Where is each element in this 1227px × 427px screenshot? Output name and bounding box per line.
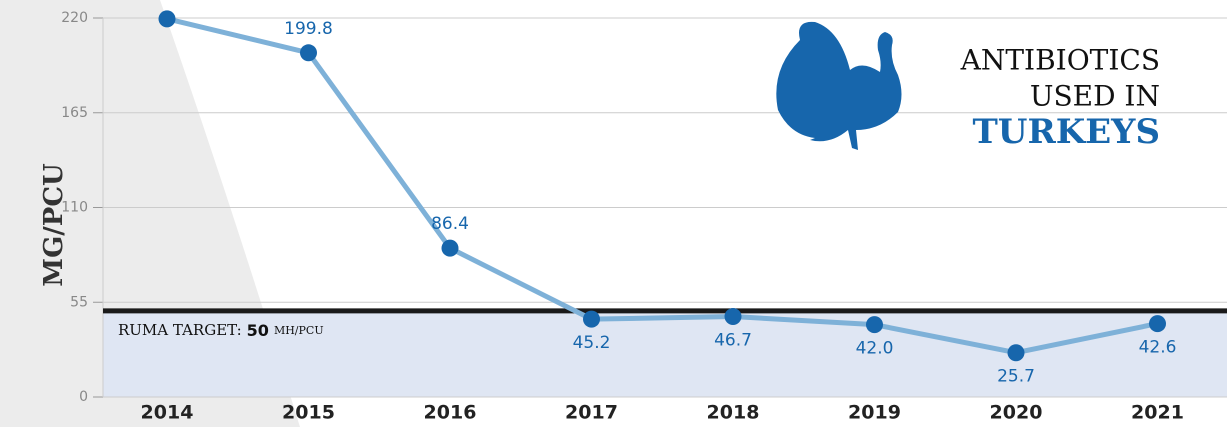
data-label: 199.8 bbox=[284, 19, 333, 39]
data-label: 25.7 bbox=[997, 367, 1035, 387]
data-point bbox=[1008, 344, 1025, 361]
target-label-part: 50 bbox=[247, 320, 269, 339]
target-label: RUMA TARGET: 50 MH/PCU bbox=[118, 320, 324, 339]
data-point bbox=[1149, 315, 1166, 332]
data-point bbox=[300, 44, 317, 61]
target-zone bbox=[103, 311, 1227, 397]
data-point bbox=[159, 10, 176, 27]
data-point bbox=[442, 240, 459, 257]
title-emphasis: TURKEYS bbox=[973, 112, 1161, 152]
x-tick-label: 2016 bbox=[424, 402, 477, 424]
title-line: ANTIBIOTICS bbox=[960, 44, 1160, 77]
target-label-part: MH/PCU bbox=[274, 324, 324, 337]
y-tick-label: 0 bbox=[79, 389, 88, 405]
title-line: USED IN bbox=[1030, 80, 1160, 113]
data-label: 219.5 bbox=[143, 0, 192, 5]
y-axis-label: MG/PCU bbox=[39, 163, 69, 287]
turkey-icon bbox=[776, 22, 901, 150]
data-point bbox=[866, 316, 883, 333]
x-tick-label: 2017 bbox=[565, 402, 618, 424]
y-tick-label: 55 bbox=[70, 294, 88, 310]
x-tick-label: 2019 bbox=[848, 402, 901, 424]
y-tick-label: 220 bbox=[61, 10, 88, 26]
target-label-part: RUMA TARGET: bbox=[118, 321, 242, 339]
data-point bbox=[583, 311, 600, 328]
x-tick-label: 2014 bbox=[141, 402, 194, 424]
data-label: 45.2 bbox=[573, 333, 611, 353]
chart: 055110165220RUMA TARGET:50MH/PCU20142015… bbox=[0, 0, 1227, 427]
x-tick-label: 2021 bbox=[1131, 402, 1184, 424]
data-point bbox=[725, 308, 742, 325]
data-label: 42.6 bbox=[1139, 338, 1177, 358]
x-tick-label: 2020 bbox=[990, 402, 1043, 424]
data-label: 46.7 bbox=[714, 331, 752, 351]
data-label: 42.0 bbox=[856, 339, 894, 359]
x-tick-label: 2018 bbox=[707, 402, 760, 424]
x-tick-label: 2015 bbox=[282, 402, 335, 424]
y-tick-label: 165 bbox=[61, 105, 88, 121]
data-label: 86.4 bbox=[431, 214, 469, 234]
